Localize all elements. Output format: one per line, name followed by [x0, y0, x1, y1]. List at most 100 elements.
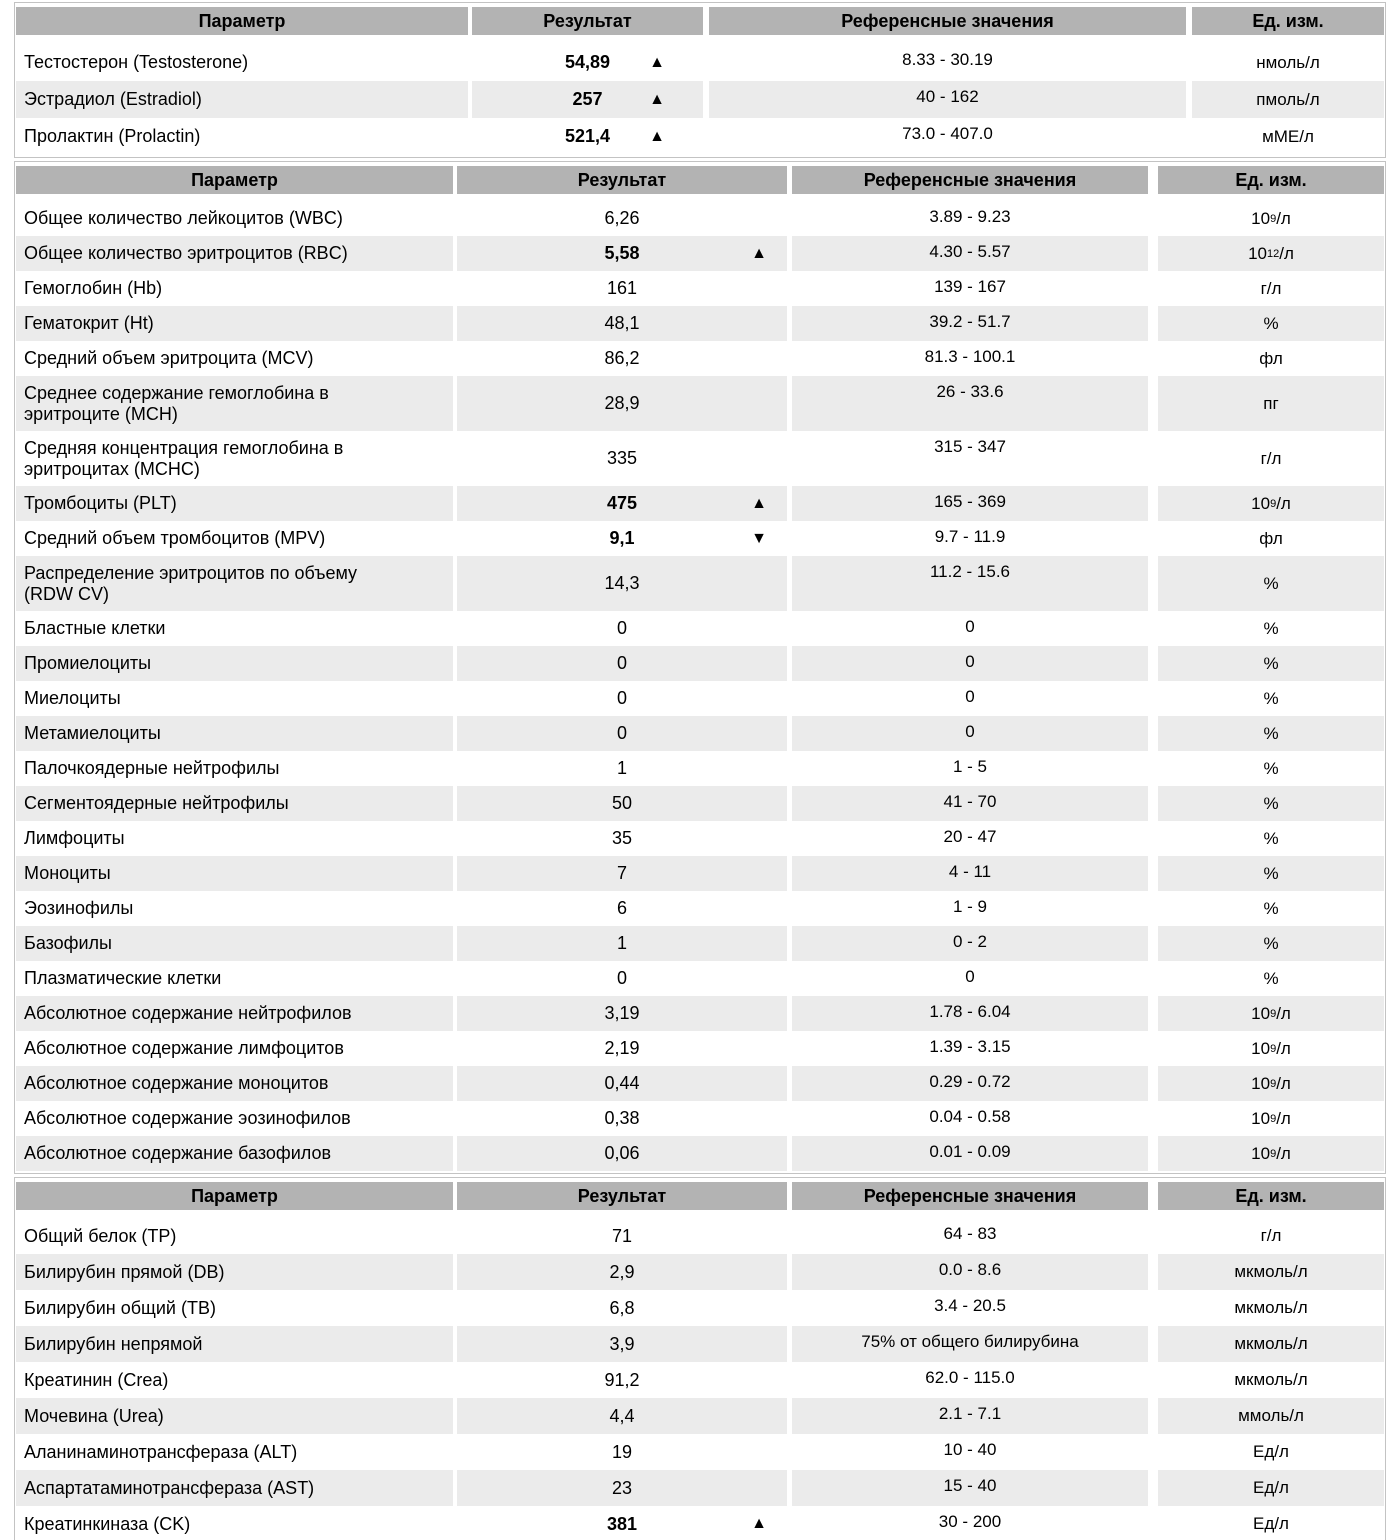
- result-value: 2,19: [604, 1038, 640, 1058]
- reference-range: 11.2 - 15.6: [929, 562, 1011, 581]
- result-value: 0,44: [604, 1073, 640, 1093]
- result-value: 3,9: [609, 1333, 635, 1354]
- parameter-label: Эстрадиол (Estradiol): [24, 89, 202, 109]
- reference-cell: 0: [792, 681, 1148, 716]
- parameter-cell: Базофилы: [16, 926, 453, 961]
- result-cell: 71: [457, 1218, 787, 1254]
- reference-range: 0.04 - 0.58: [929, 1107, 1011, 1126]
- unit-cell: г/л: [1158, 271, 1384, 306]
- parameter-cell: Метамиелоциты: [16, 716, 453, 751]
- hormone-rows: Тестостерон (Testosterone) 54,89 ▲ 8.33 …: [16, 44, 1384, 155]
- result-cell: 0: [457, 961, 787, 996]
- reference-cell: 39.2 - 51.7: [792, 306, 1148, 341]
- lab-row: Общее количество эритроцитов (RBC) 5,58 …: [16, 236, 1384, 271]
- parameter-cell: Эстрадиол (Estradiol): [16, 81, 468, 118]
- reference-cell: 0.01 - 0.09: [792, 1136, 1148, 1171]
- unit-cell: %: [1158, 751, 1384, 786]
- parameter-column-header: Параметр: [16, 7, 468, 35]
- parameter-label: Миелоциты: [24, 688, 121, 708]
- parameter-label: Абсолютное содержание базофилов: [24, 1143, 332, 1163]
- result-value: 2,9: [609, 1261, 635, 1282]
- unit-cell: Ед/л: [1158, 1506, 1384, 1540]
- reference-range: 2.1 - 7.1: [938, 1404, 1002, 1423]
- lab-row: Креатинкиназа (CK) 381 ▲ 30 - 200 Ед/л: [16, 1506, 1384, 1540]
- result-cell: 6: [457, 891, 787, 926]
- unit-label: г/л: [1260, 278, 1282, 298]
- lab-row: Средний объем эритроцита (MCV) 86,2 81.3…: [16, 341, 1384, 376]
- unit-label: фл: [1259, 348, 1283, 368]
- unit-cell: Ед/л: [1158, 1434, 1384, 1470]
- result-cell: 475 ▲: [457, 486, 787, 521]
- unit-suffix: /л: [1276, 1073, 1291, 1093]
- lab-row: Промиелоциты 0 0 %: [16, 646, 1384, 681]
- parameter-column-header: Параметр: [16, 1182, 453, 1210]
- reference-range: 0: [965, 687, 975, 706]
- parameter-label: Промиелоциты: [24, 653, 152, 673]
- unit-label: ммоль/л: [1238, 1406, 1304, 1425]
- parameter-cell: Абсолютное содержание эозинофилов: [16, 1101, 453, 1136]
- parameter-cell: Средний объем тромбоцитов (MPV): [16, 521, 453, 556]
- lab-row: Плазматические клетки 0 0 %: [16, 961, 1384, 996]
- unit-label: 10: [1251, 1003, 1271, 1023]
- unit-suffix: /л: [1276, 493, 1291, 513]
- reference-range: 0: [965, 722, 975, 741]
- unit-cell: мкмоль/л: [1158, 1362, 1384, 1398]
- parameter-label: Тестостерон (Testosterone): [24, 52, 249, 72]
- parameter-cell: Палочкоядерные нейтрофилы: [16, 751, 453, 786]
- reference-range: 30 - 200: [938, 1512, 1002, 1531]
- reference-range: 1.39 - 3.15: [929, 1037, 1011, 1056]
- reference-range: 26 - 33.6: [936, 382, 1004, 401]
- lab-row: Средняя концентрация гемоглобина в эритр…: [16, 431, 1384, 486]
- result-cell: 0,44: [457, 1066, 787, 1101]
- reference-range: 1.78 - 6.04: [929, 1002, 1011, 1021]
- parameter-cell: Среднее содержание гемоглобина в эритроц…: [16, 376, 453, 431]
- blood-count-table: Параметр Результат Референсные значения …: [14, 161, 1386, 1174]
- lab-row: Метамиелоциты 0 0 %: [16, 716, 1384, 751]
- result-value: 71: [611, 1225, 633, 1246]
- reference-range: 0.29 - 0.72: [929, 1072, 1011, 1091]
- reference-cell: 64 - 83: [792, 1218, 1148, 1254]
- parameter-cell: Мочевина (Urea): [16, 1398, 453, 1434]
- unit-label: %: [1263, 573, 1279, 593]
- reference-range: 3.4 - 20.5: [934, 1296, 1006, 1315]
- result-cell: 7: [457, 856, 787, 891]
- unit-cell: %: [1158, 961, 1384, 996]
- parameter-cell: Билирубин непрямой: [16, 1326, 453, 1362]
- parameter-cell: Бластные клетки: [16, 611, 453, 646]
- reference-range: 9.7 - 11.9: [934, 527, 1006, 546]
- reference-range: 15 - 40: [943, 1476, 997, 1495]
- result-cell: 3,19: [457, 996, 787, 1031]
- reference-cell: 139 - 167: [792, 271, 1148, 306]
- result-value: 0,06: [604, 1143, 640, 1163]
- reference-cell: 10 - 40: [792, 1434, 1148, 1470]
- reference-cell: 0: [792, 646, 1148, 681]
- result-cell: 0,38: [457, 1101, 787, 1136]
- lab-row: Распределение эритроцитов по объему (RDW…: [16, 556, 1384, 611]
- reference-range: 1 - 5: [952, 757, 988, 776]
- result-cell: 161: [457, 271, 787, 306]
- result-value: 381: [606, 1513, 638, 1534]
- lab-row: Гематокрит (Ht) 48,1 39.2 - 51.7 %: [16, 306, 1384, 341]
- reference-cell: 0.29 - 0.72: [792, 1066, 1148, 1101]
- unit-label: %: [1263, 618, 1279, 638]
- reference-range: 3.89 - 9.23: [929, 207, 1011, 226]
- parameter-label: Эозинофилы: [24, 898, 134, 918]
- result-cell: 14,3: [457, 556, 787, 611]
- parameter-label: Билирубин общий (TB): [24, 1297, 216, 1318]
- parameter-cell: Тестостерон (Testosterone): [16, 44, 468, 81]
- parameter-label: Моноциты: [24, 863, 111, 883]
- unit-cell: %: [1158, 556, 1384, 611]
- result-value: 0: [616, 618, 627, 638]
- reference-cell: 9.7 - 11.9: [792, 521, 1148, 556]
- parameter-label: Гематокрит (Ht): [24, 313, 154, 333]
- reference-cell: 20 - 47: [792, 821, 1148, 856]
- result-cell: 6,26: [457, 201, 787, 236]
- result-value: 335: [606, 448, 638, 468]
- result-value: 19: [611, 1441, 633, 1462]
- reference-cell: 30 - 200: [792, 1506, 1148, 1540]
- unit-label: %: [1263, 793, 1279, 813]
- parameter-cell: Креатинин (Crea): [16, 1362, 453, 1398]
- result-value: 161: [606, 278, 638, 298]
- lab-row: Билирубин прямой (DB) 2,9 0.0 - 8.6 мкмо…: [16, 1254, 1384, 1290]
